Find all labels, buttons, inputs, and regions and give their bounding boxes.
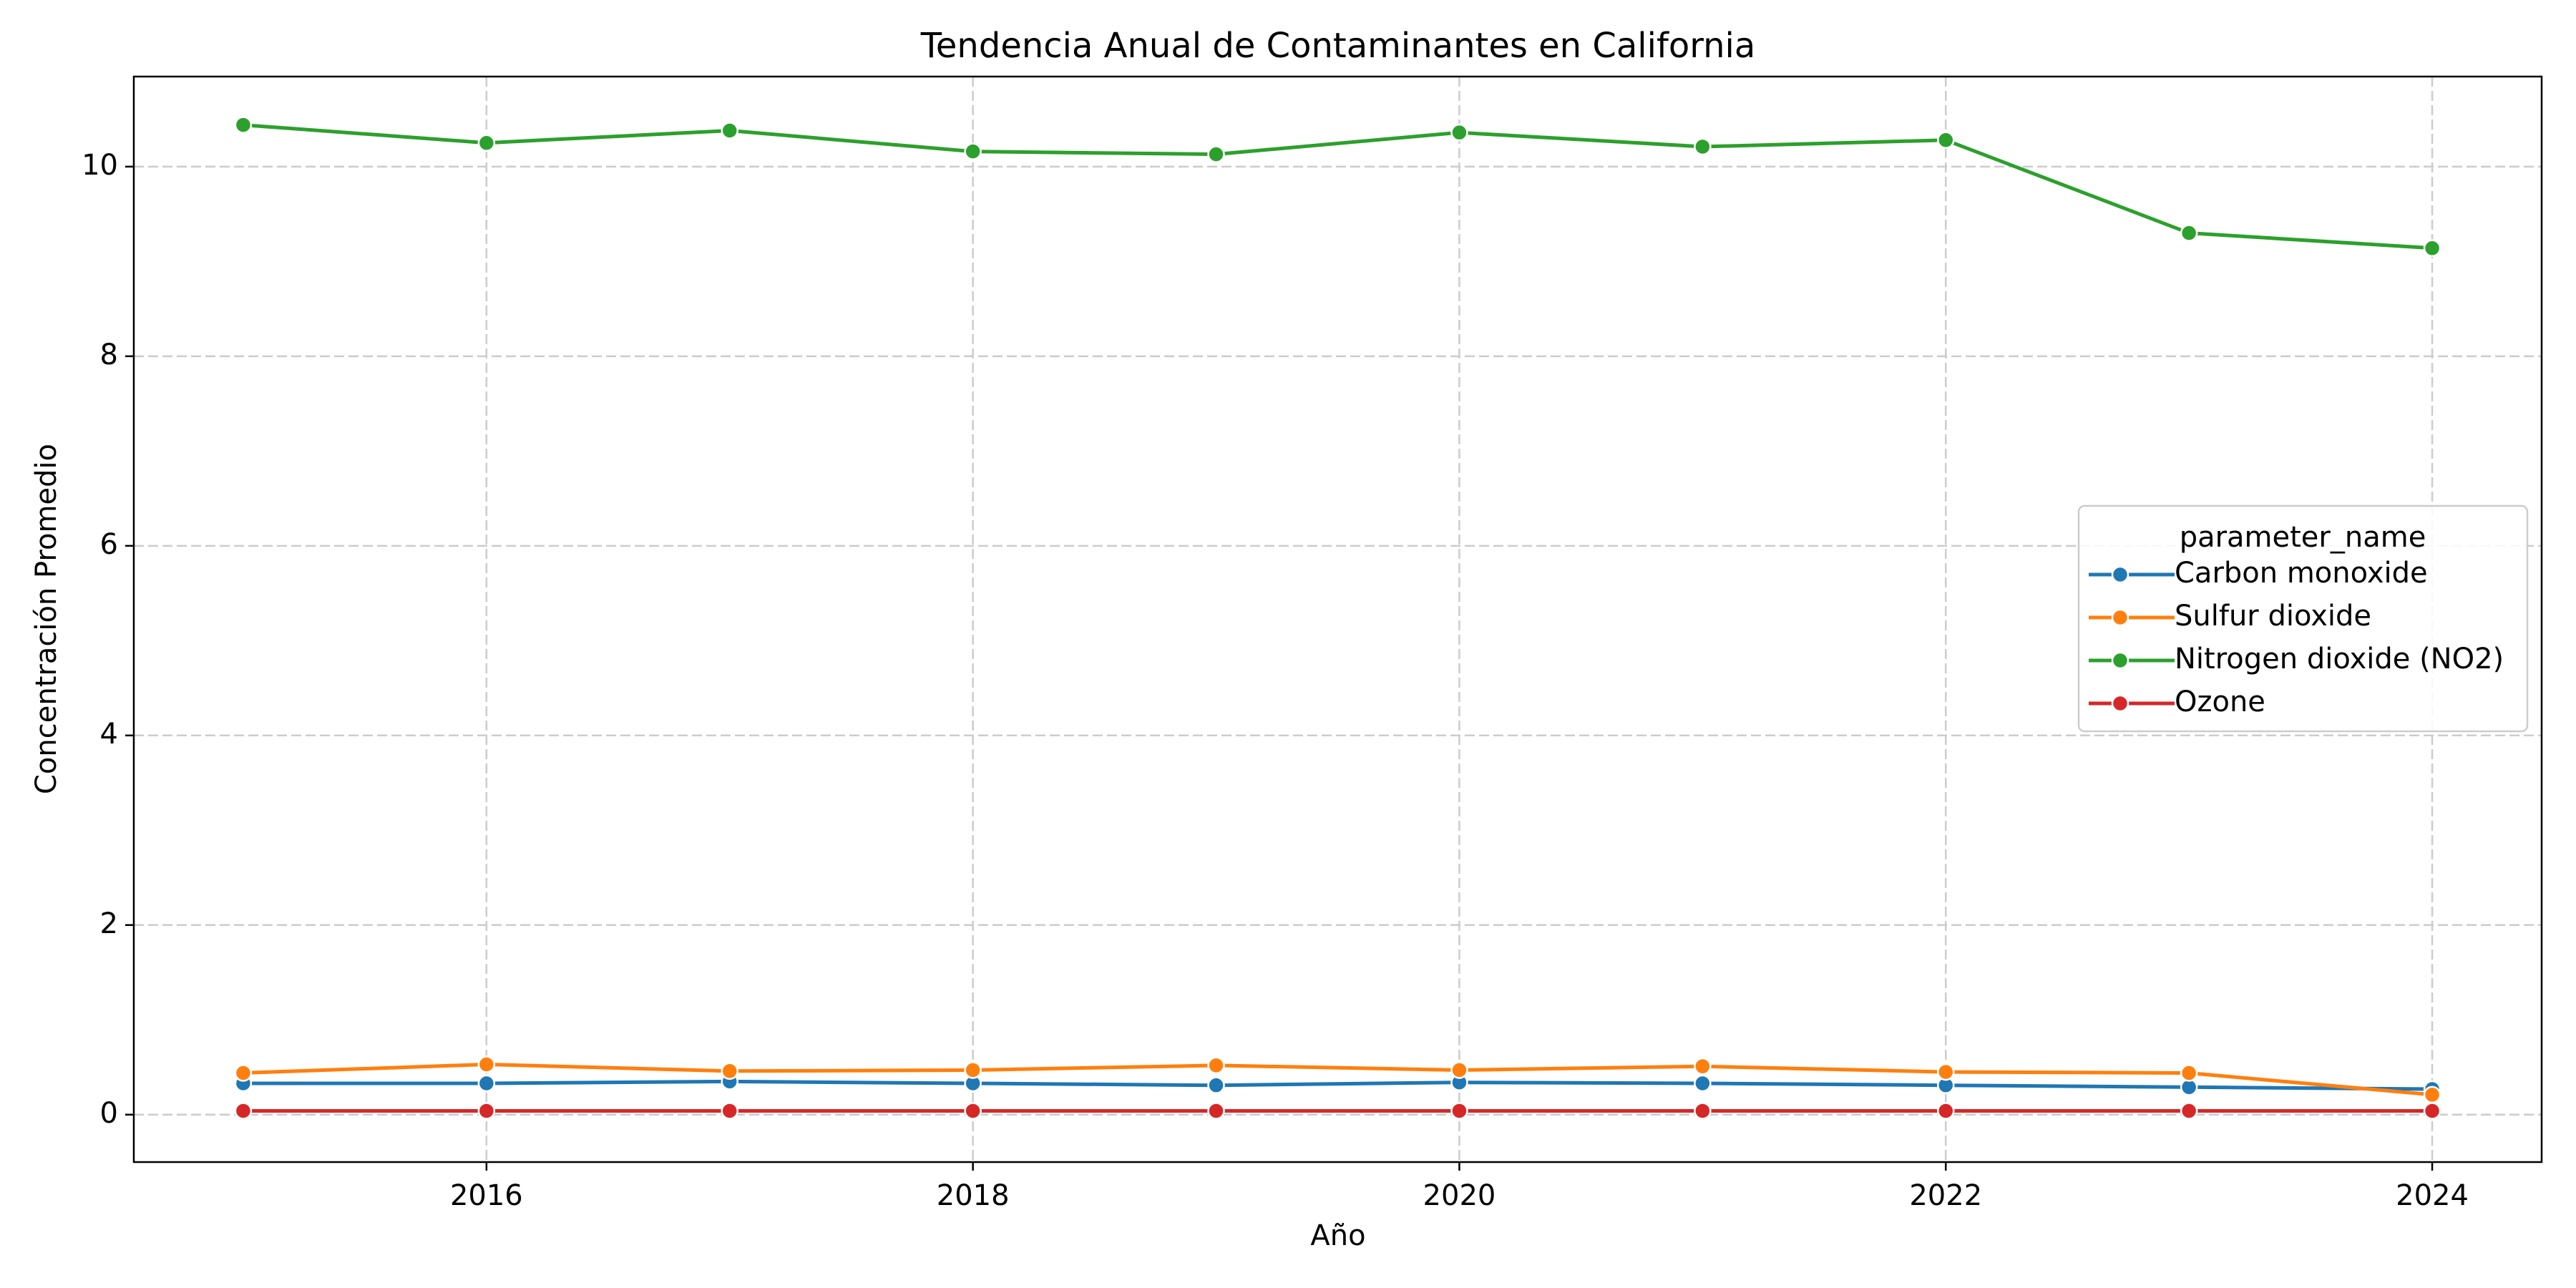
data-point <box>721 1062 739 1080</box>
data-point <box>1207 1102 1225 1120</box>
data-point <box>2180 1064 2198 1082</box>
data-point <box>2180 224 2198 242</box>
series-layer <box>234 116 2441 1120</box>
data-point <box>1207 145 1225 163</box>
data-point <box>477 1074 496 1093</box>
data-point <box>2423 1085 2441 1104</box>
data-point <box>2423 1102 2441 1120</box>
series-nitrogen-dioxide-no2 <box>234 116 2441 258</box>
data-point <box>721 122 739 140</box>
legend-swatch-marker <box>2111 608 2129 627</box>
data-point <box>1694 1102 1712 1120</box>
x-axis-title: Año <box>1310 1219 1365 1252</box>
data-point <box>964 1061 982 1079</box>
x-tick-label: 2024 <box>2396 1179 2469 1212</box>
legend-swatch-marker <box>2111 565 2129 584</box>
data-point <box>1936 1102 1955 1120</box>
data-point <box>2180 1102 2198 1120</box>
x-axis: 2016 2018 2020 2022 2024 <box>450 1162 2469 1212</box>
legend: parameter_name Carbon monoxide Sulfur dio… <box>2077 504 2529 733</box>
y-axis: 0 2 4 6 8 10 <box>82 149 134 1130</box>
data-point <box>1936 131 1955 150</box>
x-tick-label: 2016 <box>450 1179 523 1212</box>
y-tick-label: 6 <box>100 528 118 561</box>
series-sulfur-dioxide <box>234 1055 2441 1104</box>
data-point <box>1450 1061 1468 1079</box>
data-point <box>477 134 496 152</box>
legend-label: Sulfur dioxide <box>2175 600 2371 633</box>
series-ozone <box>234 1102 2441 1120</box>
y-tick-label: 4 <box>100 718 118 751</box>
legend-swatch-marker <box>2111 694 2129 713</box>
legend-item: Ozone <box>2089 686 2265 718</box>
data-point <box>721 1102 739 1120</box>
chart-title: Tendencia Anual de Contaminantes en Cali… <box>920 26 1756 66</box>
legend-label: Carbon monoxide <box>2175 557 2428 590</box>
data-point <box>964 142 982 160</box>
legend-label: Nitrogen dioxide (NO2) <box>2175 643 2504 675</box>
data-point <box>1207 1076 1225 1094</box>
data-point <box>2423 239 2441 258</box>
data-point <box>1207 1056 1225 1075</box>
data-point <box>1936 1063 1955 1081</box>
x-tick-label: 2018 <box>937 1179 1010 1212</box>
data-point <box>1450 123 1468 142</box>
series-line <box>241 123 2434 250</box>
y-tick-label: 0 <box>100 1097 118 1130</box>
data-point <box>477 1102 496 1120</box>
data-point <box>234 1102 253 1120</box>
y-axis-title: Concentración Promedio <box>30 444 63 794</box>
series-line <box>241 1079 2434 1091</box>
x-tick-label: 2020 <box>1423 1179 1496 1212</box>
data-point <box>1694 137 1712 156</box>
legend-item: Sulfur dioxide <box>2089 600 2371 633</box>
legend-title: parameter_name <box>2180 521 2426 554</box>
legend-item: Nitrogen dioxide (NO2) <box>2089 643 2504 675</box>
legend-swatch-marker <box>2111 651 2129 670</box>
legend-label: Ozone <box>2175 686 2265 718</box>
x-tick-label: 2022 <box>1909 1179 1982 1212</box>
data-point <box>1694 1057 1712 1075</box>
y-tick-label: 10 <box>82 149 118 182</box>
legend-items: Carbon monoxide Sulfur dioxide Nitrogen di… <box>2089 557 2504 718</box>
series-line <box>241 1063 2434 1097</box>
data-point <box>1450 1102 1468 1120</box>
y-tick-label: 8 <box>100 338 118 371</box>
legend-box <box>2077 504 2529 733</box>
legend-item: Carbon monoxide <box>2089 557 2428 590</box>
y-tick-label: 2 <box>100 907 118 940</box>
data-point <box>234 1064 253 1082</box>
data-point <box>234 116 253 134</box>
plot-frame <box>132 75 2543 1163</box>
data-point <box>964 1102 982 1120</box>
data-point <box>477 1055 496 1073</box>
data-point <box>1694 1074 1712 1093</box>
